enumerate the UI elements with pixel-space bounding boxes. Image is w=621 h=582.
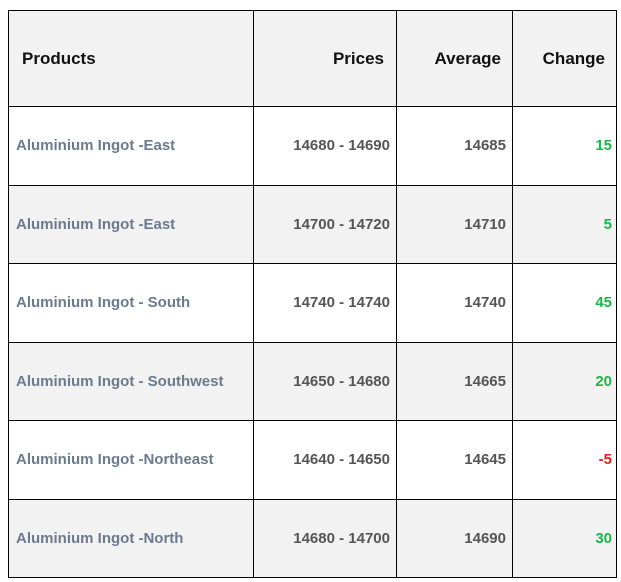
prices-cell: 14640 - 14650 <box>253 420 397 500</box>
header-products: Products <box>8 10 254 107</box>
average-cell: 14690 <box>396 498 513 578</box>
average-cell: 14665 <box>396 341 513 421</box>
prices-cell: 14740 - 14740 <box>253 263 397 343</box>
average-cell: 14740 <box>396 263 513 343</box>
table-row: Aluminium Ingot -East 14700 - 14720 1471… <box>8 184 617 264</box>
header-change: Change <box>512 10 617 107</box>
change-cell: 30 <box>512 498 617 578</box>
price-table-container: Products Prices Average Change Aluminium… <box>8 10 617 578</box>
price-table: Products Prices Average Change Aluminium… <box>8 10 617 578</box>
table-row: Aluminium Ingot - Southwest 14650 - 1468… <box>8 341 617 421</box>
header-row: Products Prices Average Change <box>8 10 617 107</box>
header-average: Average <box>396 10 513 107</box>
prices-cell: 14680 - 14690 <box>253 106 397 186</box>
average-cell: 14645 <box>396 420 513 500</box>
product-cell: Aluminium Ingot -East <box>8 184 254 264</box>
prices-cell: 14700 - 14720 <box>253 184 397 264</box>
change-cell: 45 <box>512 263 617 343</box>
product-cell: Aluminium Ingot -East <box>8 106 254 186</box>
average-cell: 14685 <box>396 106 513 186</box>
table-row: Aluminium Ingot -East 14680 - 14690 1468… <box>8 106 617 186</box>
product-cell: Aluminium Ingot - South <box>8 263 254 343</box>
product-cell: Aluminium Ingot -Northeast <box>8 420 254 500</box>
change-cell: -5 <box>512 420 617 500</box>
table-body: Aluminium Ingot -East 14680 - 14690 1468… <box>8 106 617 578</box>
prices-cell: 14650 - 14680 <box>253 341 397 421</box>
average-cell: 14710 <box>396 184 513 264</box>
table-header: Products Prices Average Change <box>8 10 617 107</box>
header-prices: Prices <box>253 10 397 107</box>
prices-cell: 14680 - 14700 <box>253 498 397 578</box>
table-row: Aluminium Ingot - South 14740 - 14740 14… <box>8 263 617 343</box>
table-row: Aluminium Ingot -North 14680 - 14700 146… <box>8 498 617 578</box>
change-cell: 5 <box>512 184 617 264</box>
table-row: Aluminium Ingot -Northeast 14640 - 14650… <box>8 420 617 500</box>
change-cell: 20 <box>512 341 617 421</box>
change-cell: 15 <box>512 106 617 186</box>
product-cell: Aluminium Ingot -North <box>8 498 254 578</box>
product-cell: Aluminium Ingot - Southwest <box>8 341 254 421</box>
